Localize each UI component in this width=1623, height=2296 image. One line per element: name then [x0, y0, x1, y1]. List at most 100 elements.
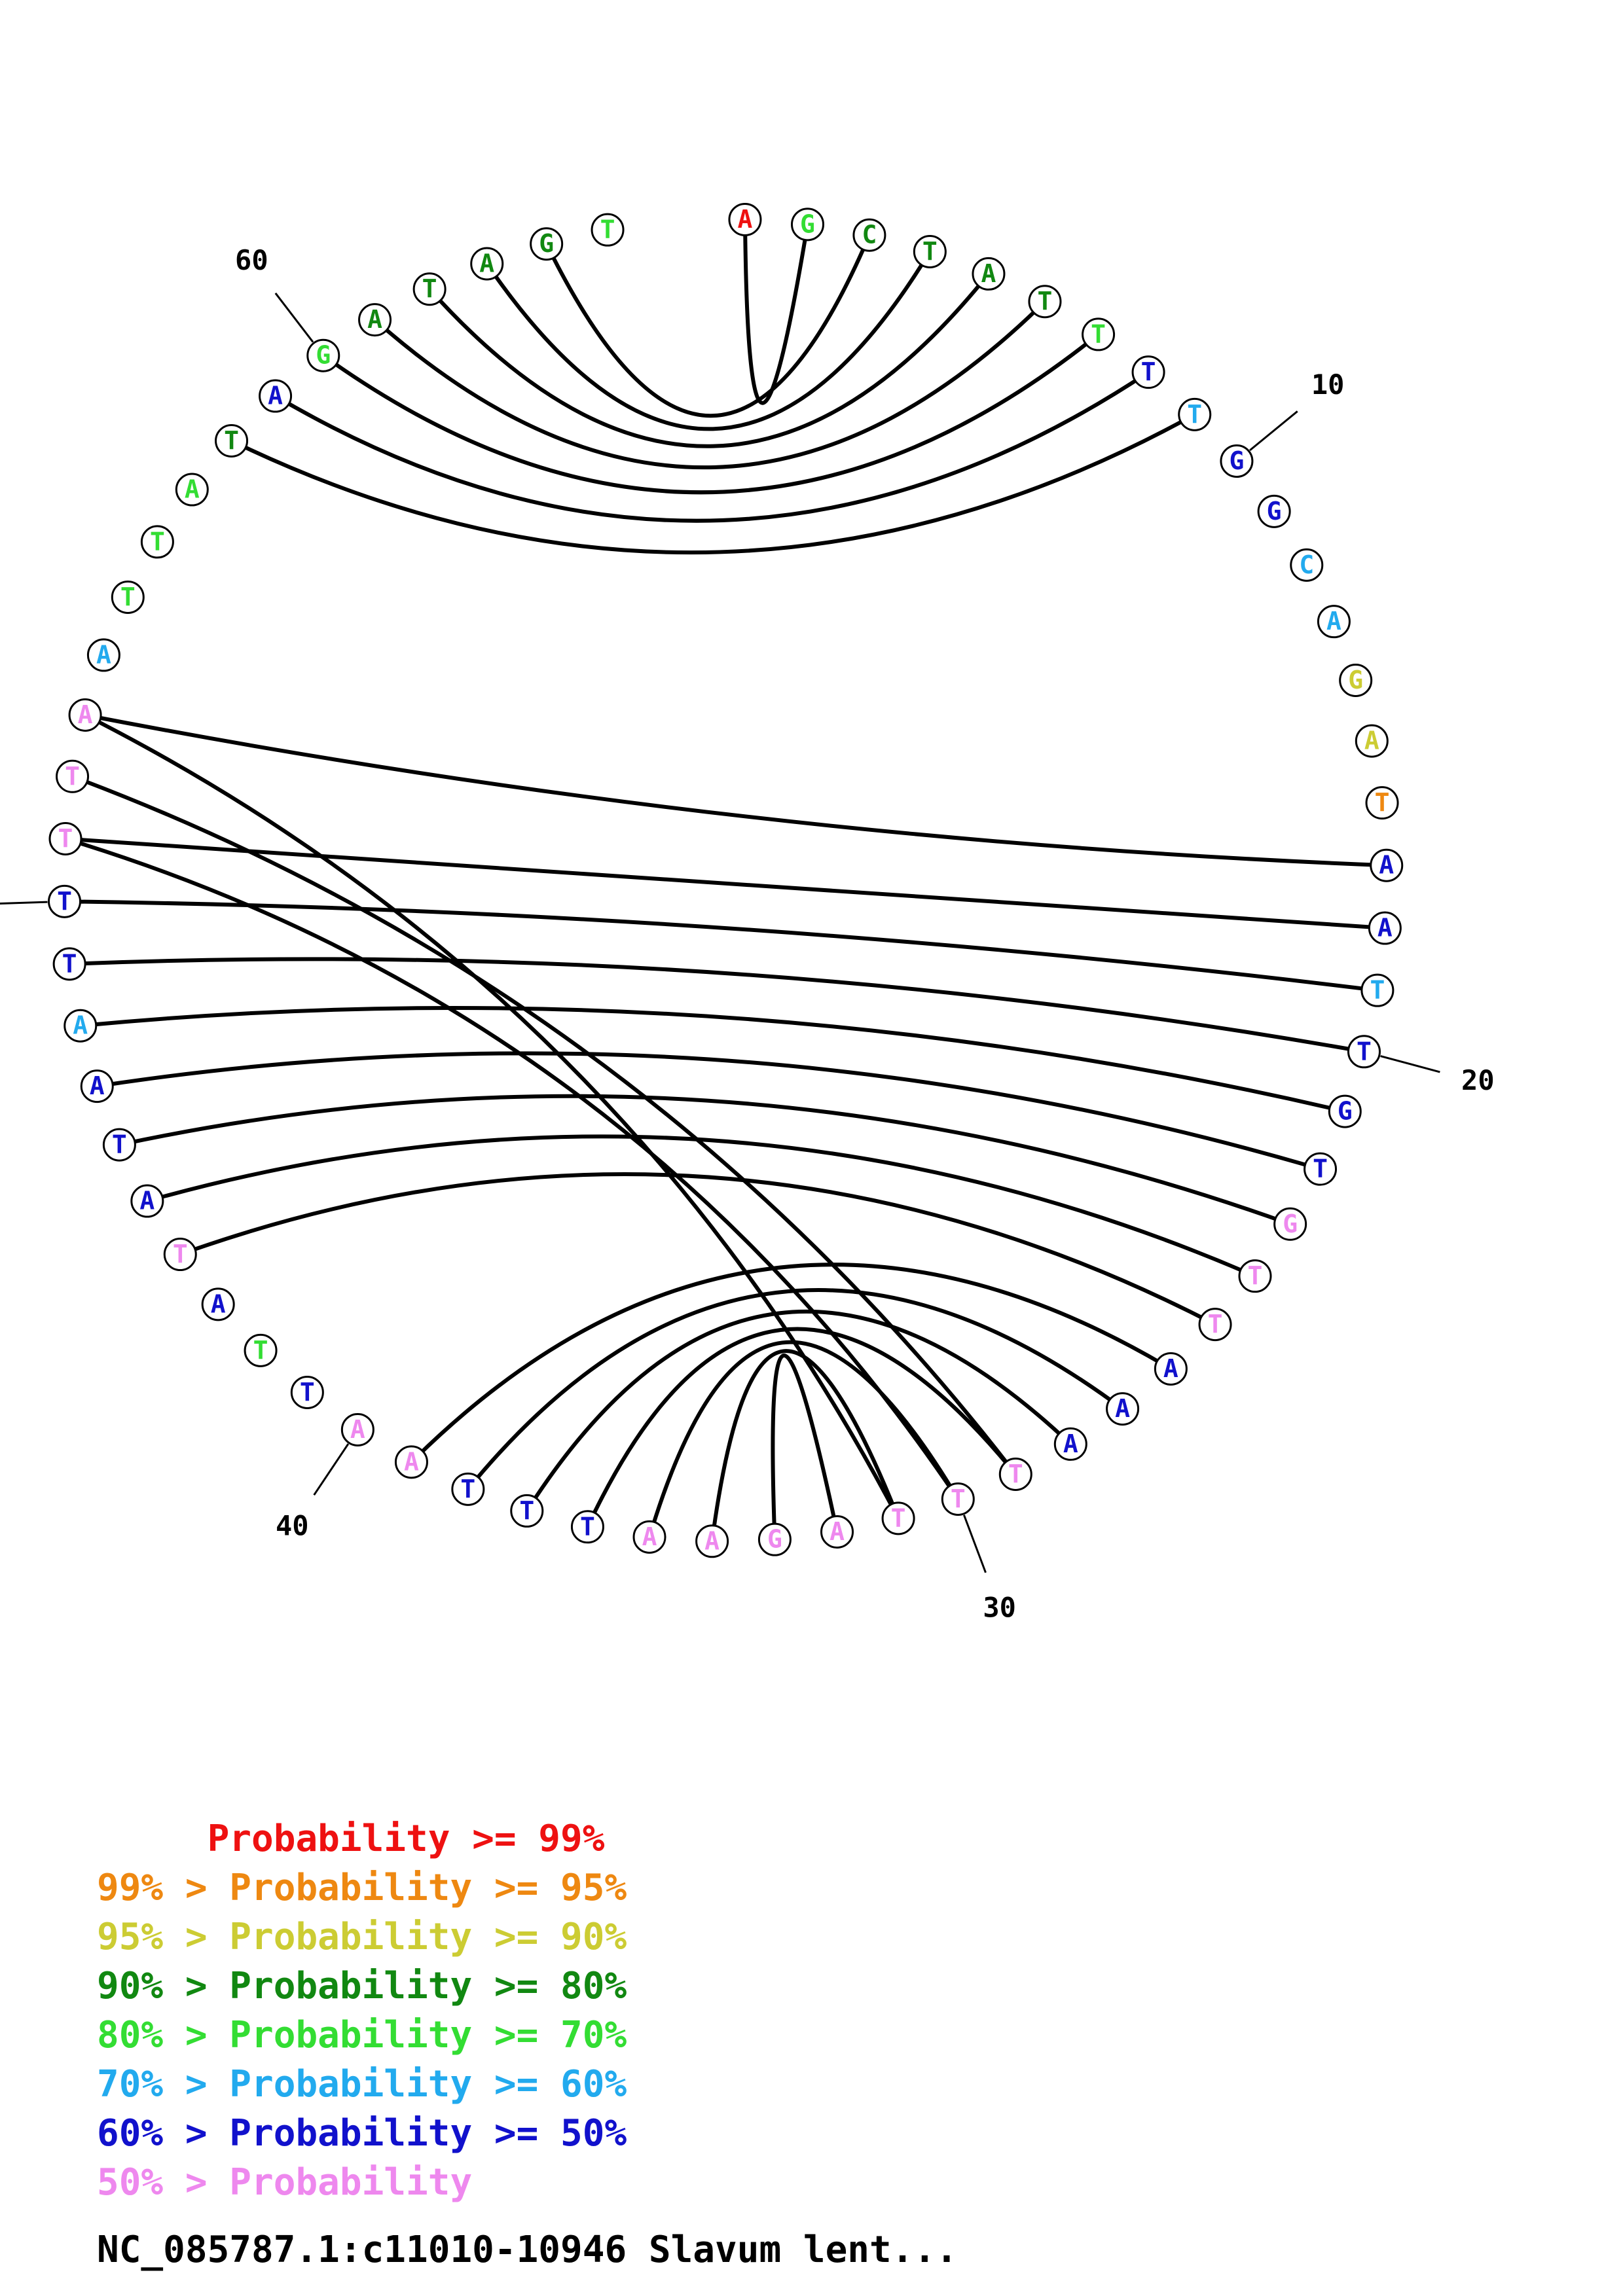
nucleotide-node: A: [695, 1524, 729, 1558]
nucleotide-circle: [728, 202, 762, 236]
base-pair-arc: [69, 957, 1365, 1054]
legend-row-below-50: 50% > Probability: [97, 2158, 1013, 2207]
nucleotide-node: T: [1347, 1035, 1381, 1069]
nucleotide-circle: [1290, 548, 1324, 582]
nucleotide-circle: [820, 1515, 854, 1549]
nucleotide-circle: [591, 213, 625, 247]
nucleotide-letter: A: [1379, 851, 1394, 880]
nucleotide-letter: T: [1313, 1155, 1328, 1183]
nucleotide-letter: A: [981, 259, 996, 288]
nucleotide-circle: [102, 1128, 136, 1162]
position-label: 20: [1461, 1064, 1495, 1096]
nucleotide-letter: A: [1115, 1394, 1130, 1423]
nucleotide-letter: T: [922, 237, 938, 266]
base-pair-arc: [71, 774, 1017, 1476]
nucleotide-node: A: [820, 1515, 854, 1549]
nucleotide-circle: [1178, 397, 1212, 431]
nucleotide-letter: A: [1364, 726, 1379, 755]
position-label: 30: [983, 1591, 1016, 1623]
legend-text: Probability >= 95%: [229, 1867, 627, 1909]
nucleotide-circle: [941, 1482, 975, 1516]
position-label: 40: [276, 1510, 309, 1542]
nucleotide-circle: [80, 1069, 114, 1103]
legend-prefix: 99% >: [97, 1867, 230, 1909]
nucleotide-node: C: [1290, 548, 1324, 582]
nucleotide-circle: [998, 1458, 1032, 1492]
nucleotide-node: A: [1355, 724, 1389, 758]
probability-legend: Probability >= 99% 99% > Probability >= …: [97, 1814, 1013, 2207]
nucleotide-node: A: [175, 473, 209, 507]
nucleotide-node: T: [290, 1375, 324, 1409]
nucleotide-letter: T: [224, 426, 239, 455]
nucleotide-node: T: [48, 822, 82, 856]
legend-text: Probability >= 90%: [229, 1916, 627, 1958]
nucleotide-letter: A: [404, 1447, 419, 1476]
nucleotide-letter: C: [862, 221, 877, 249]
nucleotide-node: A: [972, 257, 1006, 291]
legend-prefix: 70% >: [97, 2063, 230, 2106]
position-tick-line: [963, 1515, 987, 1573]
nucleotide-circle: [1257, 494, 1291, 528]
nucleotide-letter: T: [173, 1240, 188, 1268]
nucleotide-letter: T: [1208, 1310, 1223, 1338]
nucleotide-circle: [1028, 285, 1062, 319]
nucleotide-node: T: [244, 1333, 278, 1367]
legend-row-95: 99% > Probability >= 95%: [97, 1863, 1013, 1912]
nucleotide-circle: [470, 247, 504, 281]
position-tick-line: [313, 1443, 350, 1496]
nucleotide-node: G: [1328, 1094, 1362, 1128]
nucleotide-circle: [244, 1333, 278, 1367]
nucleotide-letter: A: [1163, 1354, 1178, 1383]
nucleotide-letter: A: [73, 1011, 88, 1040]
nucleotide-letter: A: [642, 1522, 657, 1551]
nucleotide-circle: [1339, 664, 1373, 698]
nucleotide-letter: T: [1357, 1037, 1372, 1066]
nucleotide-letter: T: [460, 1475, 475, 1503]
nucleotide-letter: A: [1063, 1429, 1078, 1458]
nucleotide-node: T: [48, 884, 82, 918]
nucleotide-letter: T: [150, 527, 165, 556]
nucleotide-circle: [1220, 444, 1254, 478]
nucleotide-letter: T: [57, 887, 72, 916]
legend-text: Probability >= 50%: [229, 2112, 627, 2155]
nucleotide-node: T: [881, 1501, 915, 1535]
nucleotide-circle: [852, 218, 886, 252]
base-pair-arc: [65, 836, 960, 1501]
nucleotide-node: T: [451, 1472, 485, 1506]
nucleotide-node: T: [140, 525, 174, 559]
legend-text: Probability >= 70%: [229, 2014, 627, 2056]
nucleotide-node: C: [852, 218, 886, 252]
nucleotide-circle: [1365, 786, 1399, 820]
base-pair-arc: [647, 1340, 960, 1538]
nucleotide-circle: [1304, 1152, 1338, 1186]
nucleotide-circle: [290, 1375, 324, 1409]
nucleotide-letter: A: [479, 249, 494, 278]
nucleotide-node: G: [757, 1522, 792, 1556]
nucleotide-circle: [451, 1472, 485, 1506]
nucleotide-circle: [510, 1494, 544, 1528]
nucleotide-node: T: [52, 947, 86, 981]
base-pair-arc: [525, 1309, 1072, 1513]
nucleotide-node: A: [394, 1445, 428, 1479]
nucleotide-letter: A: [185, 475, 200, 504]
legend-prefix: 50% >: [97, 2161, 230, 2204]
nucleotide-circle: [1053, 1427, 1087, 1461]
nucleotide-circle: [175, 473, 209, 507]
nucleotide-node: T: [1082, 317, 1116, 351]
nucleotide-circle: [201, 1287, 235, 1321]
nucleotide-circle: [48, 884, 82, 918]
nucleotide-circle: [791, 207, 825, 242]
nucleotide-letter: A: [96, 640, 111, 669]
nucleotide-node: T: [570, 1510, 604, 1544]
legend-text: Probability >= 80%: [229, 1965, 627, 2007]
base-pair-arc: [84, 713, 1387, 868]
nucleotide-letter: A: [268, 382, 283, 410]
nucleotide-node: T: [215, 424, 249, 458]
nucleotide-node: T: [998, 1458, 1032, 1492]
legend-prefix: 60% >: [97, 2112, 230, 2155]
base-pair-arc: [230, 412, 1196, 555]
legend-row-90: 95% > Probability >= 90%: [97, 1912, 1013, 1962]
nucleotide-letter: T: [253, 1336, 268, 1365]
nucleotide-letter: T: [1038, 287, 1053, 315]
legend-prefix: 90% >: [97, 1965, 230, 2007]
